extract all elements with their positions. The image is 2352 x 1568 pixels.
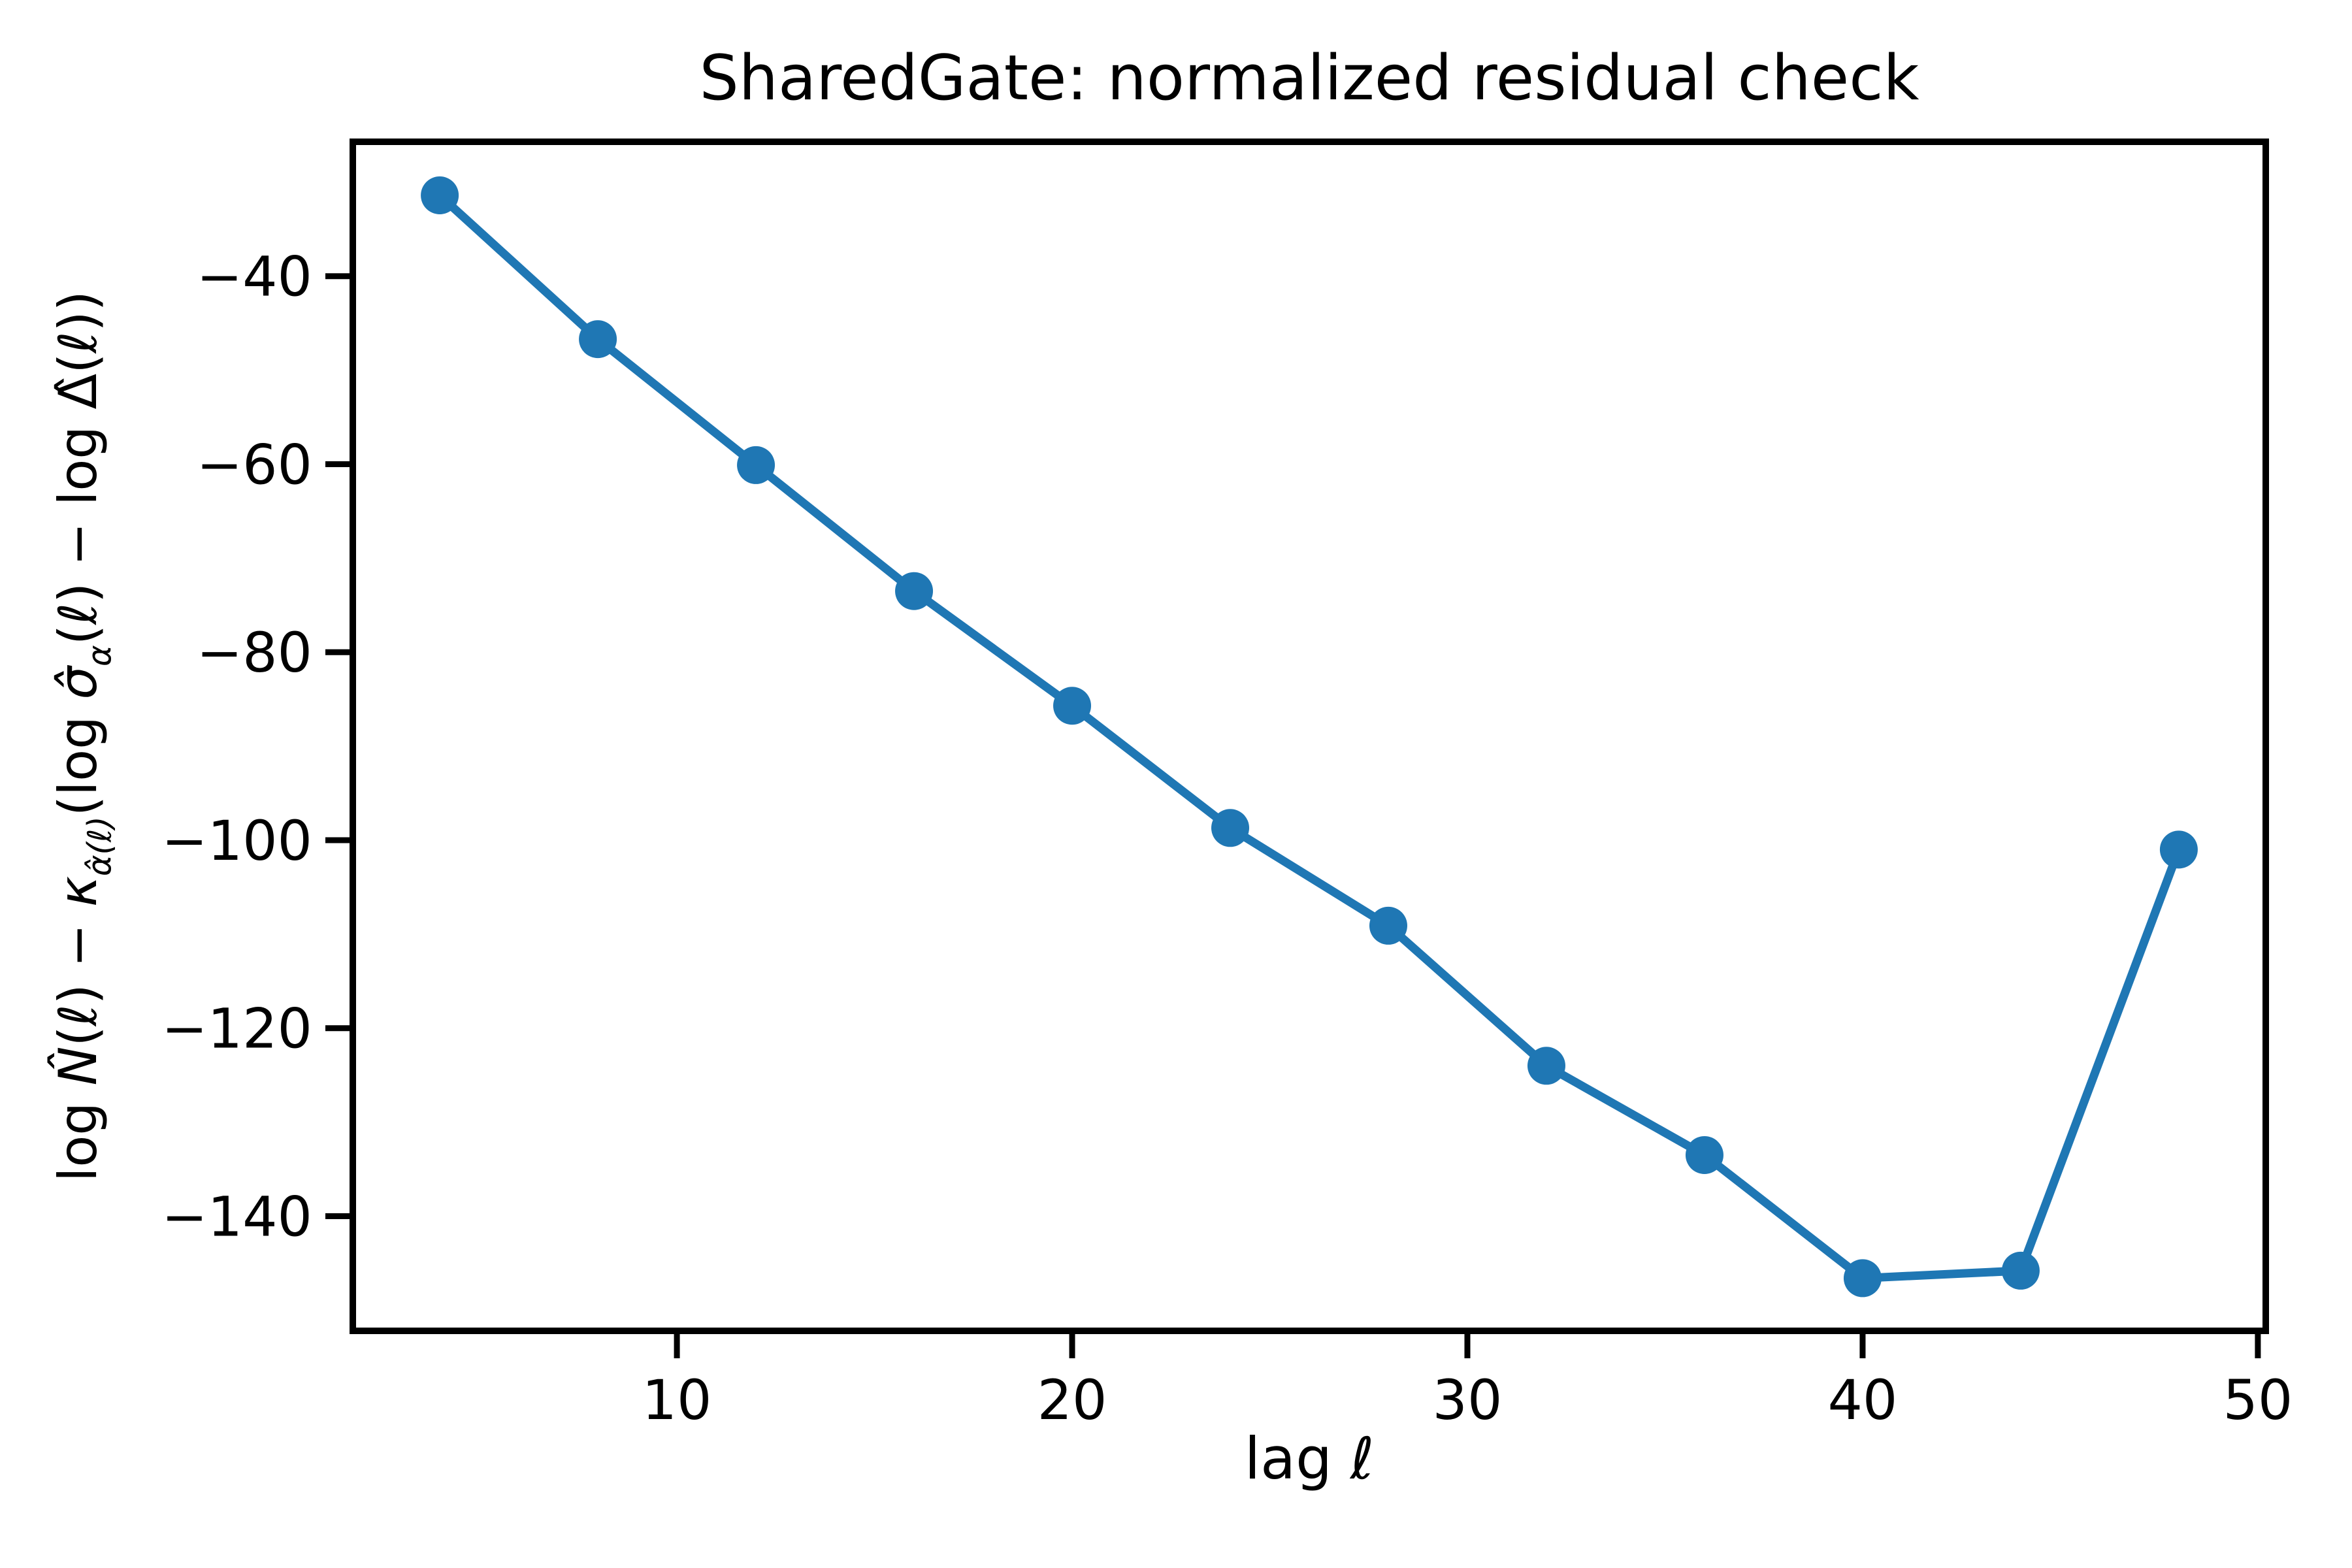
x-axis-label-symbol: ℓ <box>1350 1425 1375 1492</box>
y-label-seg-subscript: α <box>80 645 119 666</box>
y-tick-label: −60 <box>197 433 312 497</box>
y-label-seg: ( <box>48 353 109 374</box>
x-axis-label-text: lag <box>1244 1425 1350 1492</box>
y-label-seg-subscript: α̂(ℓ) <box>80 816 119 877</box>
y-tick-label: −120 <box>161 997 312 1061</box>
x-tick-label: 40 <box>1827 1368 1897 1432</box>
x-tick-label: 10 <box>642 1368 712 1432</box>
chart-title: SharedGate: normalized residual check <box>699 42 1919 114</box>
y-label-seg: )) <box>48 291 109 332</box>
y-tick-label: −140 <box>161 1184 312 1249</box>
y-tick-label: −40 <box>197 245 312 309</box>
data-point <box>1527 1047 1565 1085</box>
data-point <box>1053 687 1092 725</box>
y-label-seg: (log <box>48 699 109 817</box>
y-label-seg: N̂ <box>48 1046 109 1086</box>
y-axis-label: log N̂(ℓ) − κα̂(ℓ)(log σ̂α(ℓ) − log Δ̂(ℓ… <box>48 291 119 1182</box>
data-point <box>1685 1135 1723 1174</box>
data-point <box>1211 809 1250 847</box>
x-axis-label: lag ℓ <box>353 1425 2266 1492</box>
y-label-seg: ) − <box>48 907 109 1005</box>
y-tick-label: −100 <box>161 809 312 873</box>
data-point <box>2159 830 2198 869</box>
y-label-seg: ℓ <box>48 331 109 353</box>
y-label-seg: ℓ <box>48 1004 109 1026</box>
y-label-seg: log <box>48 1085 109 1182</box>
data-point <box>579 320 617 359</box>
data-point <box>1369 906 1407 945</box>
axes-spines <box>350 139 2269 1334</box>
data-line <box>435 191 2183 1282</box>
data-point <box>2001 1251 2040 1290</box>
y-label-seg: Δ̂ <box>48 373 109 410</box>
y-label-seg: ) − log <box>48 409 109 603</box>
x-tick-label: 30 <box>1433 1368 1503 1432</box>
data-point <box>895 572 934 610</box>
y-label-seg: ℓ <box>48 603 109 625</box>
data-point <box>1843 1259 1882 1298</box>
y-label-seg: σ̂ <box>48 666 109 700</box>
y-label-seg: κ <box>48 876 109 907</box>
data-point <box>737 446 776 484</box>
x-tick-label: 20 <box>1037 1368 1107 1432</box>
y-tick-label: −80 <box>197 621 312 685</box>
y-label-seg: ( <box>48 625 109 645</box>
data-point <box>421 176 459 215</box>
x-tick-label: 50 <box>2223 1368 2293 1432</box>
y-label-seg: ( <box>48 1026 109 1047</box>
